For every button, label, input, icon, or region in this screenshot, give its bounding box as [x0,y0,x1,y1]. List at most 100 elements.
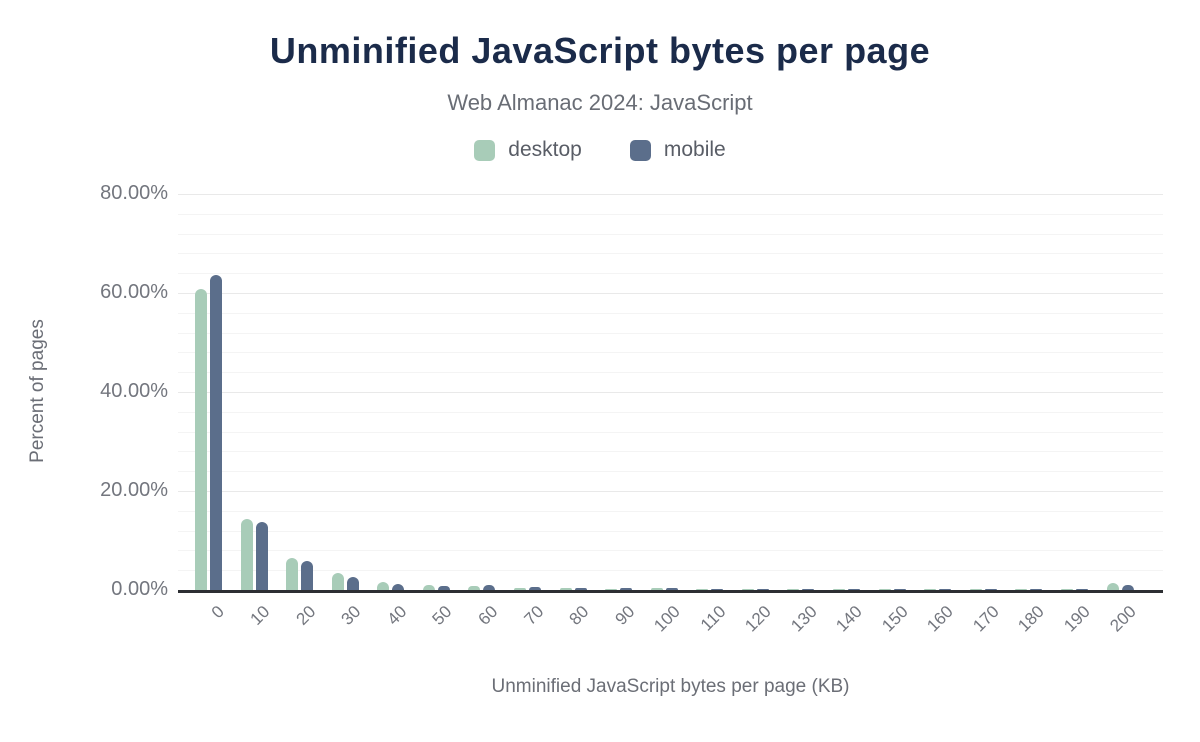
x-tick-label: 40 [383,602,411,629]
bar-desktop-170kb[interactable] [969,589,982,590]
bar-desktop-90kb[interactable] [605,588,618,590]
bar-mobile-30kb[interactable] [346,577,359,590]
bar-desktop-30kb[interactable] [331,573,344,590]
minor-gridline [178,273,1163,275]
bar-mobile-140kb[interactable] [848,589,861,590]
x-tick-label: 0 [207,602,228,623]
bar-mobile-70kb[interactable] [529,587,542,590]
bar-mobile-130kb[interactable] [802,589,815,590]
bar-desktop-40kb[interactable] [377,582,390,590]
x-tick-label: 140 [832,602,866,636]
major-gridline [178,194,1163,195]
legend-item-desktop[interactable]: desktop [474,138,582,162]
minor-gridline [178,411,1163,413]
x-tick-label: 100 [650,602,684,636]
x-axis-title: Unminified JavaScript bytes per page (KB… [491,676,850,697]
chart-legend: desktop mobile [0,138,1200,162]
bar-mobile-180kb[interactable] [1030,589,1043,590]
bar-mobile-190kb[interactable] [1075,589,1088,590]
bar-mobile-90kb[interactable] [620,588,633,590]
x-tick-label: 50 [428,602,456,629]
bar-mobile-50kb[interactable] [437,586,450,590]
bar-mobile-170kb[interactable] [984,589,997,590]
x-tick-label: 20 [292,602,320,629]
minor-gridline [178,253,1163,255]
y-axis-title: Percent of pages [27,319,48,463]
x-tick-label: 70 [520,602,547,629]
bar-mobile-160kb[interactable] [939,589,952,590]
bar-mobile-100kb[interactable] [665,587,678,590]
bar-mobile-0kb[interactable] [210,275,222,590]
minor-gridline [178,431,1163,433]
minor-gridline [178,550,1163,552]
bar-mobile-120kb[interactable] [756,589,769,590]
bar-desktop-160kb[interactable] [924,589,937,590]
minor-gridline [178,451,1163,453]
major-gridline [178,392,1163,393]
y-tick-label: 0.00% [111,578,168,600]
minor-gridline [178,372,1163,374]
minor-gridline [178,510,1163,512]
bar-desktop-0kb[interactable] [195,288,207,590]
x-tick-label: 120 [741,602,775,636]
bar-desktop-100kb[interactable] [650,588,663,590]
bar-desktop-140kb[interactable] [833,589,846,590]
bar-desktop-50kb[interactable] [422,585,435,590]
x-tick-label: 130 [786,602,821,636]
bar-desktop-180kb[interactable] [1015,589,1028,590]
minor-gridline [178,570,1163,572]
y-tick-label: 20.00% [100,479,168,501]
minor-gridline [178,471,1163,473]
bar-desktop-130kb[interactable] [787,589,800,590]
x-tick-label: 80 [565,602,593,629]
x-tick-label: 110 [696,602,730,635]
y-tick-label: 40.00% [100,380,168,402]
x-tick-label: 190 [1060,602,1094,636]
bar-desktop-20kb[interactable] [286,557,299,590]
minor-gridline [178,332,1163,334]
x-tick-label: 170 [969,602,1003,636]
legend-label: mobile [663,138,726,161]
bar-mobile-40kb[interactable] [392,584,405,590]
legend-label: desktop [508,138,582,161]
bar-desktop-150kb[interactable] [878,589,891,590]
bar-mobile-200kb[interactable] [1121,584,1134,590]
x-tick-label: 160 [923,602,958,636]
y-tick-label: 60.00% [100,281,168,303]
minor-gridline [178,352,1163,354]
bar-mobile-150kb[interactable] [893,589,906,590]
bar-mobile-80kb[interactable] [574,588,587,590]
bar-desktop-60kb[interactable] [468,585,481,590]
bar-mobile-60kb[interactable] [483,584,496,590]
bar-mobile-20kb[interactable] [301,561,314,590]
x-axis-line [178,590,1163,593]
bar-desktop-10kb[interactable] [240,518,253,590]
bar-mobile-10kb[interactable] [255,522,268,590]
y-tick-label: 80.00% [100,182,168,204]
legend-swatch-mobile [629,139,651,161]
chart-subtitle: Web Almanac 2024: JavaScript [447,90,753,115]
x-tick-label: 200 [1105,602,1140,636]
legend-item-mobile[interactable]: mobile [629,138,726,162]
bar-desktop-190kb[interactable] [1060,589,1073,590]
minor-gridline [178,233,1163,235]
x-tick-label: 150 [878,602,912,636]
bar-desktop-120kb[interactable] [741,589,754,590]
minor-gridline [178,213,1163,215]
bar-mobile-110kb[interactable] [711,589,724,590]
x-tick-label: 90 [611,602,639,629]
major-gridline [178,491,1163,492]
x-tick-label: 30 [337,602,365,629]
bar-desktop-80kb[interactable] [559,588,572,590]
bar-desktop-110kb[interactable] [696,589,709,590]
chart-title: Unminified JavaScript bytes per page [269,30,931,71]
legend-swatch-desktop [474,139,496,161]
minor-gridline [178,530,1163,532]
bar-desktop-200kb[interactable] [1106,582,1119,590]
bar-desktop-70kb[interactable] [514,587,527,590]
x-tick-label: 10 [246,602,274,629]
minor-gridline [178,312,1163,314]
x-tick-label: 180 [1014,602,1049,636]
